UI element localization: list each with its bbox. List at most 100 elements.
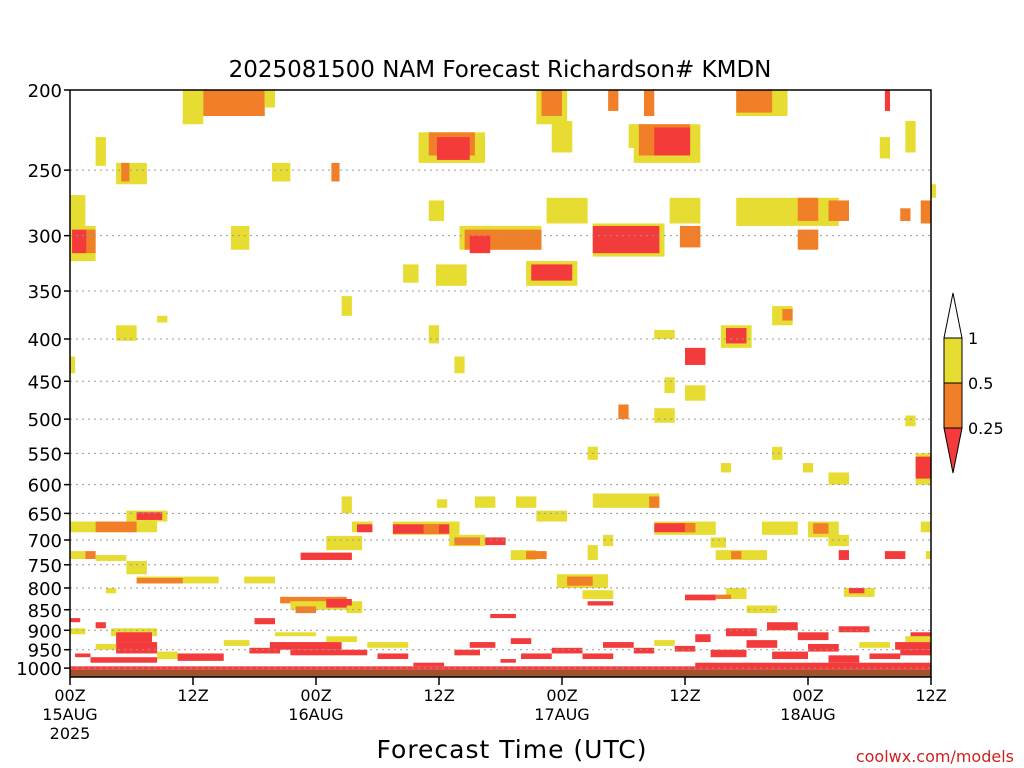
y-tick-label: 750 (28, 556, 62, 577)
heatmap-cell (428, 325, 439, 344)
heatmap-cell (95, 555, 127, 561)
heatmap-cell (925, 551, 931, 559)
heatmap-cell (726, 587, 747, 600)
heatmap-cell (900, 208, 911, 221)
heatmap-cell (587, 545, 598, 560)
heatmap-cell (905, 120, 916, 153)
colorbar-bin (943, 337, 963, 384)
heatmap-cell (136, 577, 183, 584)
heatmap-cell (490, 613, 516, 619)
x-tick-label: 00Z (546, 686, 577, 705)
heatmap-cell (515, 496, 537, 508)
heatmap-cell (435, 264, 467, 286)
heatmap-cell (720, 463, 732, 473)
colorbar-label: 0.5 (968, 374, 993, 393)
heatmap-cell (269, 642, 342, 650)
heatmap-cell (654, 127, 691, 156)
heatmap-cell (905, 636, 931, 643)
heatmap-cell (331, 162, 340, 182)
heatmap-cell (300, 552, 352, 560)
heatmap-cell (685, 523, 696, 533)
heatmap-cell (423, 524, 439, 534)
heatmap-cell (551, 120, 573, 153)
heatmap-cell (813, 523, 829, 534)
heatmap-cell (782, 309, 793, 321)
heatmap-cell (254, 618, 275, 625)
heatmap-cell (551, 647, 583, 654)
y-tick-label: 700 (28, 531, 62, 552)
x-tick-label: 12Z (423, 686, 454, 705)
x-tick-date: 15AUG (42, 705, 97, 724)
heatmap-cell (70, 628, 86, 635)
heatmap-cell (510, 638, 532, 644)
heatmap-cell (654, 408, 675, 423)
heatmap-cell (223, 640, 250, 646)
heatmap-cell (654, 523, 696, 533)
heatmap-cell (105, 587, 117, 594)
heatmap-cell (582, 653, 614, 660)
heatmap-cell (695, 634, 711, 643)
heatmap-cell (454, 649, 480, 656)
heatmap-cell (772, 446, 783, 460)
heatmap-cell (761, 521, 798, 535)
heatmap-cell (177, 653, 224, 661)
heatmap-cell (111, 628, 158, 637)
heatmap-cell (931, 184, 937, 198)
heatmap-cell (592, 493, 660, 508)
heatmap-cell (280, 596, 347, 604)
heatmap-cell (510, 550, 537, 560)
colorbar-bottom-arrow (943, 427, 963, 474)
heatmap-cell (849, 587, 865, 594)
y-tick-label: 1000 (16, 659, 62, 680)
heatmap-cell (664, 377, 675, 394)
x-tick-label: 12Z (915, 686, 946, 705)
heatmap-cell (808, 643, 839, 652)
heatmap-cell (526, 551, 547, 559)
y-tick-label: 450 (28, 372, 62, 393)
y-tick-label: 350 (28, 282, 62, 303)
y-tick-label: 950 (28, 641, 62, 662)
x-tick-label: 00Z (792, 686, 823, 705)
heatmap-cell (710, 537, 726, 548)
heatmap-cell (357, 524, 373, 533)
y-tick-label: 300 (28, 227, 62, 248)
x-tick-label: 12Z (669, 686, 700, 705)
heatmap-cell (715, 594, 732, 600)
heatmap-cell (85, 551, 96, 559)
heatmap-cell (767, 622, 798, 631)
heatmap-cell (126, 560, 147, 575)
heatmap-cell (341, 496, 352, 514)
heatmap-cell (920, 200, 931, 224)
heatmap-cell (746, 640, 778, 648)
heatmap-cell (469, 642, 496, 648)
heatmap-cell (920, 521, 931, 533)
heatmap-cell (271, 162, 291, 182)
heatmap-cell (121, 162, 130, 182)
heatmap-cell (116, 632, 152, 643)
heatmap-cell (136, 512, 163, 520)
heatmap-cell (828, 200, 849, 221)
heatmap-cell (413, 662, 445, 667)
heatmap-cell (346, 605, 363, 614)
x-tick-date: 17AUG (534, 705, 589, 724)
heatmap-cell (275, 632, 316, 637)
heatmap-cell (500, 659, 516, 663)
heatmap-cell (436, 137, 470, 160)
heatmap-cell (70, 356, 76, 374)
colorbar-bin (943, 382, 963, 429)
y-tick-label: 550 (28, 444, 62, 465)
heatmap-cell (802, 463, 814, 473)
heatmap-cell (879, 137, 890, 159)
heatmap-cell (905, 415, 916, 427)
heatmap-cell (341, 296, 352, 316)
heatmap-cell (797, 632, 829, 641)
heatmap-cell (731, 551, 742, 559)
heatmap-cell (838, 626, 870, 633)
heatmap-cell (116, 642, 158, 654)
y-tick-label: 200 (28, 81, 62, 102)
y-axis: 200 250 300 350 400 450 500 550 600 650 700 7508008… (16, 81, 70, 680)
heatmap-cell (726, 628, 757, 637)
x-tick-label: 00Z (54, 686, 85, 705)
heatmap-cell (772, 651, 808, 660)
